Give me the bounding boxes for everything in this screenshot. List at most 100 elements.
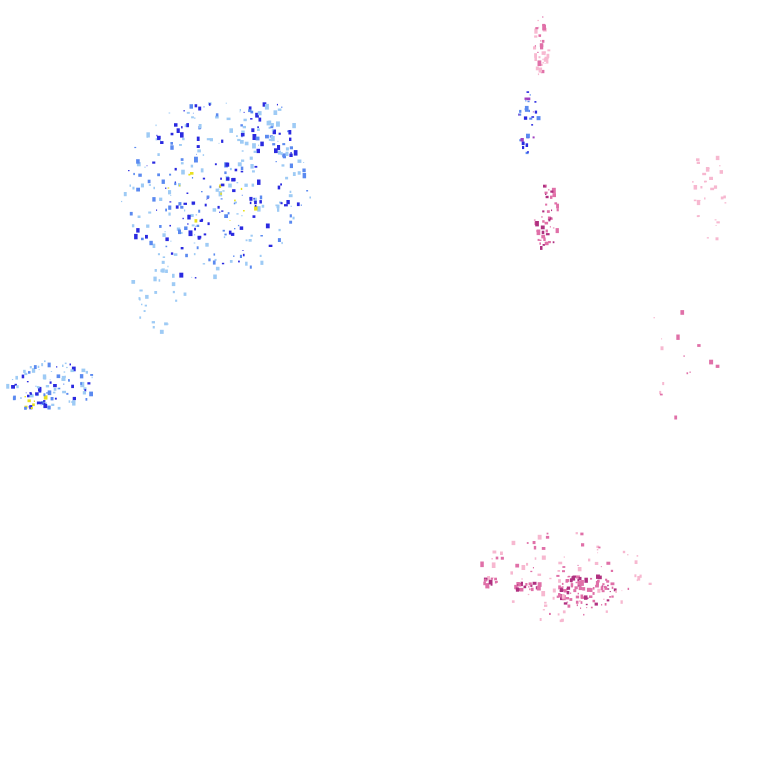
snow-echo [636, 555, 639, 557]
rain-echo [138, 173, 142, 177]
rain-echo [143, 310, 146, 312]
snow-echo [587, 597, 589, 599]
snow-echo [545, 193, 547, 195]
rain-echo [40, 401, 45, 405]
rain-echo [215, 266, 220, 271]
rain-echo [259, 195, 263, 200]
rain-echo [136, 159, 140, 164]
rain-echo [245, 261, 248, 266]
snow-echo [714, 219, 717, 221]
rain-echo [252, 134, 257, 140]
snow-echo [538, 34, 541, 37]
rain-echo [209, 138, 213, 142]
rain-echo [225, 162, 230, 167]
snow-echo [590, 606, 593, 609]
rain-echo [214, 163, 217, 166]
rain-echo [38, 388, 42, 393]
rain-echo [170, 240, 172, 242]
snow-echo [563, 589, 567, 593]
rain-echo [161, 179, 165, 184]
rain-echo [251, 183, 255, 187]
snow-echo [716, 221, 720, 224]
snow-echo [570, 583, 574, 587]
snow-echo [709, 176, 713, 180]
rain-echo [219, 211, 221, 213]
rain-echo [44, 402, 47, 405]
snow-echo [517, 584, 519, 586]
snow-echo [533, 46, 537, 50]
rain-echo [208, 258, 211, 262]
rain-echo [249, 201, 252, 205]
snow-echo [588, 558, 591, 562]
snow-echo [529, 588, 531, 591]
rain-echo [180, 205, 184, 209]
rain-echo [68, 400, 71, 403]
snow-echo [562, 570, 565, 573]
rain-echo [198, 124, 202, 129]
rain-echo [162, 233, 166, 237]
rain-echo [162, 256, 166, 258]
rain-echo [49, 381, 52, 384]
snow-echo [556, 574, 560, 577]
snow-echo [549, 226, 551, 228]
snow-echo [604, 603, 607, 606]
rain-echo [50, 397, 54, 401]
rain-echo [300, 204, 302, 206]
rain-echo [148, 184, 151, 186]
rain-echo [213, 274, 217, 280]
rain-echo [241, 194, 243, 196]
rain-echo [227, 212, 230, 215]
rain-echo [207, 222, 210, 226]
rain-echo [199, 219, 203, 222]
rain-echo [288, 194, 293, 198]
rain-echo [260, 141, 264, 147]
snow-echo [518, 583, 522, 587]
rain-echo [46, 392, 48, 394]
rain-echo [215, 188, 219, 192]
rain-echo [239, 254, 242, 258]
mixed-echo [526, 133, 530, 138]
snow-echo [534, 53, 537, 58]
snow-echo [609, 591, 611, 593]
snow-echo [601, 604, 603, 606]
mixed-echo [527, 151, 529, 153]
rain-echo [200, 168, 204, 173]
snow-echo [542, 244, 545, 246]
rain-echo [43, 395, 48, 400]
rain-echo [164, 231, 166, 233]
mixed-echo [526, 91, 530, 93]
rain-echo [146, 165, 148, 167]
snow-echo [544, 62, 546, 64]
rain-echo [160, 141, 164, 144]
snow-echo [548, 218, 551, 222]
rain-echo [196, 136, 200, 141]
snow-echo [540, 246, 543, 250]
rain-echo [239, 111, 241, 113]
rain-echo [159, 225, 162, 228]
snow-echo [627, 554, 629, 556]
snow-echo [532, 581, 537, 585]
rain-echo [43, 404, 48, 409]
snow-echo [704, 197, 706, 200]
snow-echo [546, 210, 550, 213]
rain-echo [169, 173, 172, 176]
rain-echo [82, 391, 86, 395]
snow-echo [515, 563, 520, 568]
mixed-echo [524, 97, 528, 100]
rain-echo [233, 255, 235, 257]
rain-echo [145, 294, 149, 299]
rain-echo [254, 200, 257, 205]
rain-echo [133, 172, 135, 176]
rain-echo [147, 179, 151, 184]
snow-echo [494, 577, 497, 581]
rain-echo [194, 156, 198, 163]
rain-echo [229, 128, 233, 133]
rain-echo [281, 241, 283, 245]
snow-echo [537, 73, 540, 76]
snow-echo [696, 158, 700, 162]
rain-echo [129, 184, 131, 187]
rain-echo [190, 172, 194, 175]
snow-echo [576, 604, 578, 607]
snow-echo [540, 225, 545, 230]
